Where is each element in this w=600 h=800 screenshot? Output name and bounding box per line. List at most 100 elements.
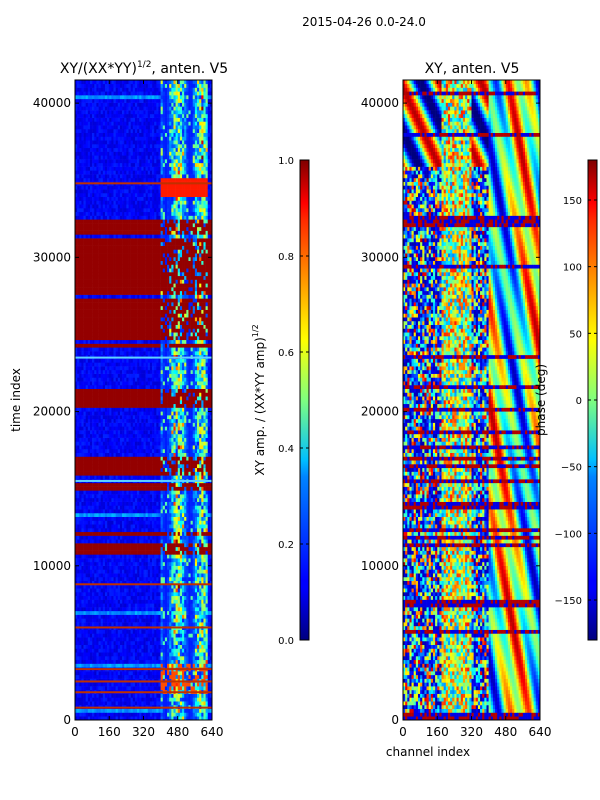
heatmap-cell [116,641,118,645]
heatmap-cell [114,524,116,528]
heatmap-cell [124,697,126,701]
heatmap-cell [184,697,186,701]
heatmap-cell [193,524,195,528]
heatmap-cell [184,524,186,528]
heatmap-cell [84,588,86,592]
heatmap-cell [139,543,141,547]
heatmap-cell [129,648,131,652]
heatmap-cell [88,611,90,615]
heatmap-cell [158,660,160,664]
heatmap-cell [182,641,184,645]
heatmap-cell [173,607,175,611]
heatmap-cell [107,547,109,551]
heatmap-cell [88,483,90,487]
heatmap-cell [161,532,163,536]
heatmap-cell [173,611,175,615]
heatmap-cell [154,520,156,524]
heatmap-cell [195,701,197,705]
heatmap-cell [206,712,208,716]
heatmap-cell [77,494,79,498]
heatmap-cell [111,490,113,494]
heatmap-cell [197,682,199,686]
heatmap-cell [131,569,133,573]
heatmap-cell [79,536,81,540]
heatmap-cell [178,592,180,596]
heatmap-cell [131,652,133,656]
heatmap-cell [86,607,88,611]
heatmap-cell [201,618,203,622]
heatmap-cell [171,630,173,634]
heatmap-cell [90,645,92,649]
heatmap-cell [184,502,186,506]
heatmap-cell [158,577,160,581]
heatmap-cell [146,652,148,656]
heatmap-cell [195,671,197,675]
heatmap-cell [184,487,186,491]
heatmap-cell [158,536,160,540]
heatmap-cell [114,600,116,604]
heatmap-cell [148,611,150,615]
heatmap-cell [133,596,135,600]
heatmap-cell [197,645,199,649]
heatmap-cell [118,569,120,573]
heatmap-cell [171,648,173,652]
heatmap-cell [176,671,178,675]
heatmap-cell [111,709,113,713]
heatmap-cell [111,648,113,652]
heatmap-cell [141,694,143,698]
heatmap-cell [107,633,109,637]
panel-amplitude-title: XY/(XX*YY)1/2, anten. V5 [60,60,228,77]
heatmap-cell [129,517,131,521]
heatmap-cell [203,645,205,649]
heatmap-cell [171,709,173,713]
heatmap-cell [141,562,143,566]
heatmap-cell [81,633,83,637]
heatmap-cell [114,490,116,494]
heatmap-cell [114,686,116,690]
heatmap-cell [133,603,135,607]
heatmap-cell [86,618,88,622]
heatmap-cell [206,607,208,611]
heatmap-cell [114,618,116,622]
heatmap-cell [129,652,131,656]
heatmap-cell [193,532,195,536]
heatmap-cell [133,656,135,660]
heatmap-cell [152,494,154,498]
heatmap-cell [90,505,92,509]
heatmap-cell [167,509,169,513]
heatmap-cell [146,664,148,668]
heatmap-cell [96,652,98,656]
heatmap-cell [158,517,160,521]
heatmap-cell [173,637,175,641]
heatmap-cell [86,652,88,656]
heatmap-cell [92,517,94,521]
heatmap-cell [163,600,165,604]
heatmap-cell [111,528,113,532]
heatmap-cell [124,528,126,532]
heatmap-cell [176,483,178,487]
heatmap-cell [163,660,165,664]
heatmap-cell [197,675,199,679]
heatmap-cell [84,592,86,596]
heatmap-cell [133,686,135,690]
heatmap-cell [111,694,113,698]
heatmap-cell [131,682,133,686]
heatmap-cell [197,633,199,637]
heatmap-cell [161,588,163,592]
heatmap-cell [171,694,173,698]
heatmap-cell [94,577,96,581]
heatmap-cell [141,520,143,524]
heatmap-cell [122,569,124,573]
heatmap-cell [86,660,88,664]
heatmap-cell [203,577,205,581]
heatmap-cell [86,656,88,660]
heatmap-cell [96,656,98,660]
heatmap-cell [191,562,193,566]
heatmap-cell [124,539,126,543]
heatmap-cell [184,588,186,592]
heatmap-cell [173,509,175,513]
heatmap-cell [109,686,111,690]
heatmap-cell [120,490,122,494]
heatmap-cell [154,697,156,701]
heatmap-cell [161,701,163,705]
